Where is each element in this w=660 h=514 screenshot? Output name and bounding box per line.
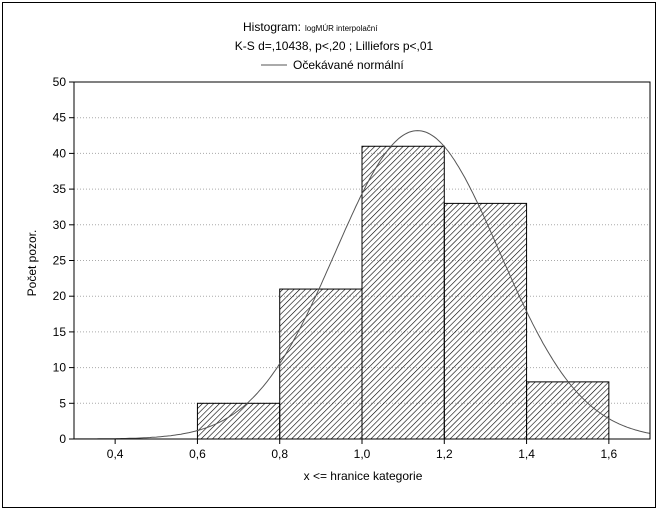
y-tick-label: 50 [53, 75, 67, 89]
histogram-chart: Histogram: logMÚR interpolační K-S d=,10… [25, 20, 651, 483]
chart-title-prefix: Histogram: [243, 20, 301, 34]
x-tick-label: 1,0 [354, 447, 371, 461]
x-axis: 0,4 0,6 0,8 1,0 1,2 1,4 1,6 [107, 439, 618, 461]
histogram-bar [279, 288, 363, 440]
normal-curve-line [73, 130, 651, 440]
chart-stats-line: K-S d=,10438, p<,20 ; Lilliefors p<,01 [235, 39, 434, 53]
chart-title-variable: logMÚR interpolační [305, 24, 378, 33]
y-tick-label: 45 [53, 111, 67, 125]
x-axis-label: x <= hranice kategorie [304, 469, 423, 483]
x-tick-label: 1,2 [436, 447, 453, 461]
x-tick-label: 1,4 [518, 447, 535, 461]
histogram-bar [361, 145, 445, 440]
legend-label: Očekávané normální [293, 58, 404, 72]
x-tick-label: 0,8 [271, 447, 288, 461]
y-tick-label: 40 [53, 146, 67, 160]
y-tick-label: 15 [53, 325, 67, 339]
y-tick-label: 35 [53, 182, 67, 196]
y-tick-label: 10 [53, 361, 67, 375]
x-tick-label: 0,6 [189, 447, 206, 461]
y-tick-label: 5 [59, 396, 66, 410]
y-tick-label: 30 [53, 218, 67, 232]
y-tick-label: 20 [53, 289, 67, 303]
y-tick-label: 0 [59, 432, 66, 446]
histogram-bar [196, 402, 281, 440]
histogram-bars [196, 145, 610, 440]
x-tick-label: 0,4 [107, 447, 124, 461]
y-tick-label: 25 [53, 254, 67, 268]
histogram-bar [443, 202, 528, 440]
chart-frame: Histogram: logMÚR interpolační K-S d=,10… [2, 2, 656, 508]
y-axis-label: Počet pozor. [25, 230, 39, 297]
y-axis: 0 5 10 15 20 25 30 35 40 45 50 [53, 75, 74, 446]
x-tick-label: 1,6 [601, 447, 618, 461]
